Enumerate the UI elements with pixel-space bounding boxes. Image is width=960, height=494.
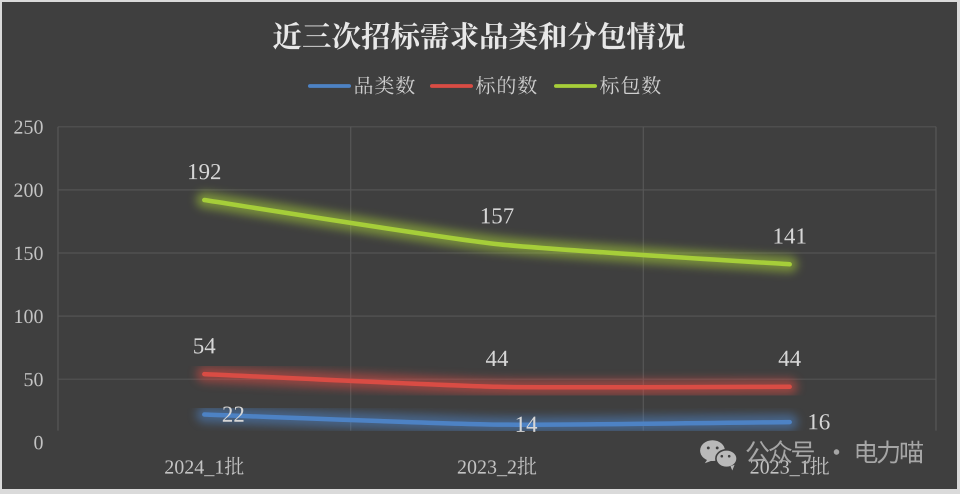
legend-swatch	[554, 84, 597, 88]
series-line-1	[196, 406, 798, 433]
watermark-text	[746, 440, 923, 464]
legend-swatch	[308, 84, 351, 88]
x-category-label-1	[165, 456, 244, 477]
legend-item-2	[430, 76, 537, 95]
y-axis-tick-labels	[14, 120, 43, 450]
series-core	[202, 371, 792, 390]
data-label-标的数-44	[485, 350, 509, 366]
legend-item-3	[554, 76, 661, 95]
y-tick-label-200	[14, 183, 43, 197]
y-tick-label-250	[14, 120, 43, 134]
data-label-标包数-141	[774, 228, 806, 244]
data-label-标包数-192	[189, 163, 221, 180]
horizontal-gridlines	[58, 126, 936, 380]
data-label-品类数-22	[222, 406, 244, 422]
x-axis-category-labels	[165, 456, 829, 477]
data-label-品类数-16	[809, 414, 830, 430]
data-label-标包数-157	[481, 208, 514, 224]
series-data-labels	[189, 163, 830, 432]
y-tick-label-100	[15, 309, 43, 324]
x-category-label-3	[750, 456, 829, 477]
data-label-品类数-14	[516, 416, 538, 432]
y-tick-label-0	[34, 435, 43, 450]
y-tick-label-150	[15, 246, 43, 261]
x-category-label-2	[457, 456, 537, 477]
series-line-2	[196, 366, 798, 396]
series-core	[202, 197, 792, 267]
watermark	[700, 440, 923, 471]
legend-item-1	[308, 76, 415, 95]
series-lines	[196, 192, 798, 433]
wechat-icon	[700, 440, 738, 471]
data-label-标的数-54	[194, 338, 216, 354]
legend-swatch	[430, 84, 473, 88]
data-label-标的数-44	[778, 350, 801, 366]
series-core	[202, 412, 792, 427]
legend	[308, 76, 661, 95]
series-line-3	[196, 192, 798, 273]
y-tick-label-50	[24, 372, 43, 387]
chart-title	[273, 21, 685, 50]
